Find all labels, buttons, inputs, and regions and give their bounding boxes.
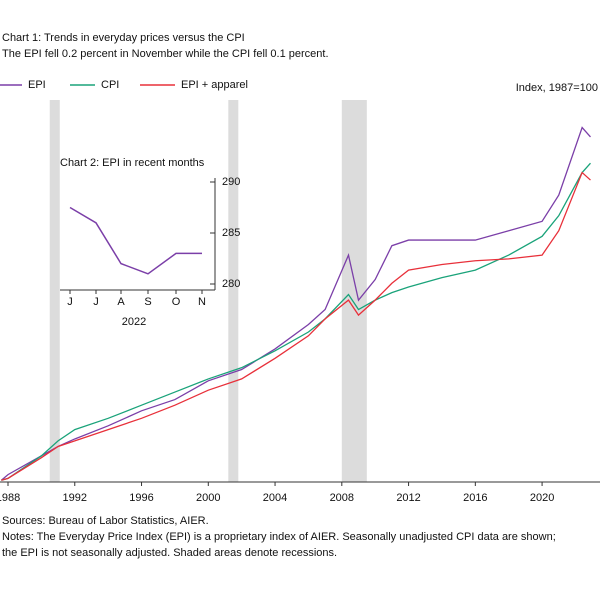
series-line — [0, 126, 591, 481]
inset-y-tick-label: 290 — [222, 176, 240, 188]
inset-x-tick-label: S — [144, 296, 151, 308]
x-tick-label: 2000 — [196, 492, 220, 504]
x-tick-label: 1992 — [63, 492, 87, 504]
inset-x-tick-label: N — [198, 296, 206, 308]
chart-title: Chart 1: Trends in everyday prices versu… — [2, 32, 245, 44]
legend-label: CPI — [101, 79, 119, 91]
note: Sources: Bureau of Labor Statistics, AIE… — [2, 515, 209, 527]
x-tick-label: 1996 — [129, 492, 153, 504]
x-tick-label: 2012 — [396, 492, 420, 504]
inset-x-tick-label: J — [93, 296, 99, 308]
x-tick-label: 2004 — [263, 492, 287, 504]
recession-band — [49, 100, 60, 482]
inset-x-tick-label: J — [67, 296, 73, 308]
x-tick-label: 1988 — [0, 492, 20, 504]
note: Notes: The Everyday Price Index (EPI) is… — [2, 531, 556, 543]
x-tick-label: 2016 — [463, 492, 487, 504]
note: the EPI is not seasonally adjusted. Shad… — [2, 547, 337, 559]
inset-x-label: 2022 — [122, 316, 146, 328]
legend-label: EPI + apparel — [181, 79, 248, 91]
recession-band — [341, 100, 367, 482]
inset-y-tick-label: 280 — [222, 278, 240, 290]
inset-y-tick-label: 285 — [222, 227, 240, 239]
legend-label: EPI — [28, 79, 46, 91]
inset-line — [69, 206, 202, 275]
inset-x-tick-label: O — [172, 296, 181, 308]
inset-x-tick-label: A — [117, 296, 125, 308]
index-note: Index, 1987=100 — [516, 82, 598, 94]
inset-title: Chart 2: EPI in recent months — [60, 157, 205, 169]
series-line — [1, 171, 591, 481]
x-tick-label: 2008 — [330, 492, 354, 504]
chart-subtitle: The EPI fell 0.2 percent in November whi… — [2, 48, 329, 60]
recession-band — [228, 100, 239, 482]
x-tick-label: 2020 — [530, 492, 554, 504]
